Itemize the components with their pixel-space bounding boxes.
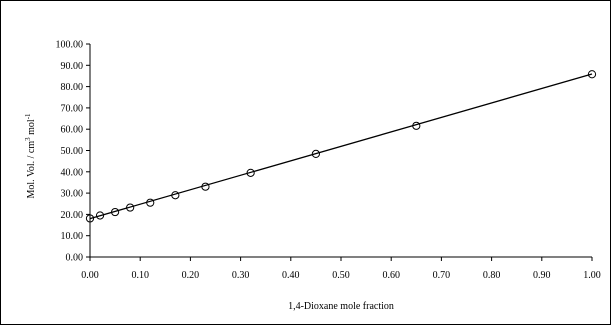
y-tick-label: 50.00 xyxy=(61,146,84,157)
data-point xyxy=(201,182,210,191)
x-tick-label: 0.40 xyxy=(282,270,300,281)
x-tick-label: 0.60 xyxy=(382,270,400,281)
x-tick-label: 0.30 xyxy=(232,270,250,281)
y-tick-label: 90.00 xyxy=(61,61,84,72)
fit-line xyxy=(89,73,593,220)
data-point xyxy=(412,121,421,130)
data-point xyxy=(85,214,95,223)
data-point xyxy=(311,149,320,159)
x-tick-label: 0.20 xyxy=(182,270,200,281)
data-point xyxy=(111,207,120,217)
y-tick-label: 0.00 xyxy=(66,253,84,264)
y-axis: 0.00 10.00 20.00 30.00 40.00 50.00 60.00 70.00 8… xyxy=(56,40,91,264)
y-tick-label: 60.00 xyxy=(61,125,84,136)
y-tick-label: 40.00 xyxy=(61,167,84,178)
x-tick-label: 0.70 xyxy=(433,270,451,281)
y-tick-label: 30.00 xyxy=(61,189,84,200)
y-tick-label: 100.00 xyxy=(56,40,84,51)
y-tick-label: 80.00 xyxy=(61,82,84,93)
data-point xyxy=(171,191,180,200)
data-point xyxy=(95,211,105,220)
x-axis: 0.00 0.10 0.20 0.30 0.40 0.50 0.60 0.70 0.80 0.90… xyxy=(81,256,601,281)
x-tick-label: 0.00 xyxy=(81,270,99,281)
y-tick-label: 10.00 xyxy=(61,231,84,242)
x-tick-label: 0.50 xyxy=(332,270,350,281)
x-tick-label: 0.80 xyxy=(483,270,501,281)
data-series xyxy=(85,70,597,223)
data-point xyxy=(126,203,135,212)
x-tick-label: 1.00 xyxy=(583,270,601,281)
x-axis-title: 1,4-Dioxane mole fraction xyxy=(288,301,394,312)
y-tick-label: 70.00 xyxy=(61,103,84,114)
y-tick-label: 20.00 xyxy=(61,210,84,221)
y-axis-title: Mol. Vol. / cm3 mol-1 xyxy=(24,113,37,199)
x-tick-label: 0.90 xyxy=(533,270,551,281)
x-tick-label: 0.10 xyxy=(131,270,149,281)
data-point xyxy=(587,70,597,79)
data-point xyxy=(146,198,155,207)
data-point xyxy=(246,168,255,177)
